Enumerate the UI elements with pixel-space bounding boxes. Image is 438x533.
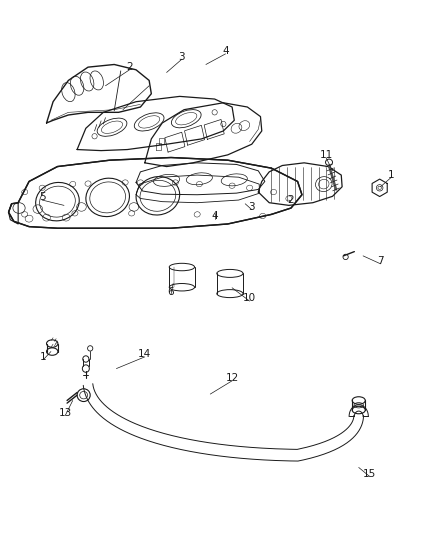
Text: 15: 15 [363, 469, 376, 479]
Text: 1: 1 [40, 352, 47, 362]
Text: 6: 6 [168, 287, 174, 297]
Text: 13: 13 [59, 408, 72, 418]
Text: 5: 5 [39, 192, 46, 203]
Text: 2: 2 [126, 62, 133, 72]
Text: 4: 4 [222, 46, 229, 56]
Text: 3: 3 [179, 52, 185, 61]
Text: 14: 14 [138, 349, 152, 359]
Text: 4: 4 [211, 211, 218, 221]
Text: 3: 3 [248, 202, 255, 212]
Text: 7: 7 [377, 256, 384, 266]
Text: 10: 10 [243, 293, 256, 303]
Text: 2: 2 [288, 195, 294, 205]
Text: 11: 11 [319, 150, 332, 160]
Text: 1: 1 [388, 170, 395, 180]
Text: 12: 12 [226, 373, 239, 383]
